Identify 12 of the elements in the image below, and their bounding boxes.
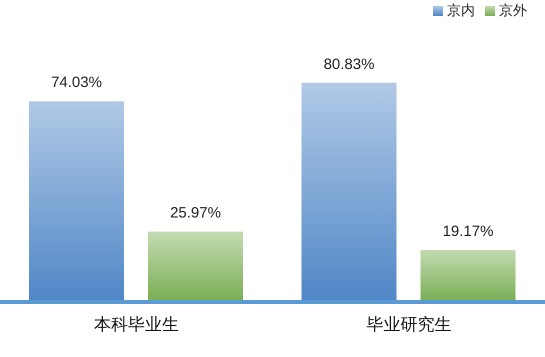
legend-label: 京外 — [499, 3, 527, 19]
legend-label: 京内 — [447, 3, 475, 19]
data-label: 25.97% — [170, 204, 221, 222]
data-label: 19.17% — [442, 223, 494, 240]
bar — [302, 82, 396, 302]
data-label: 80.83% — [324, 56, 374, 73]
bar — [148, 232, 243, 302]
x-tick-label: 本科毕业生 — [94, 315, 179, 336]
x-tick-label: 毕业研究生 — [366, 315, 452, 336]
bar — [420, 250, 516, 302]
data-label: 74.03% — [51, 74, 102, 92]
bar — [29, 101, 124, 302]
